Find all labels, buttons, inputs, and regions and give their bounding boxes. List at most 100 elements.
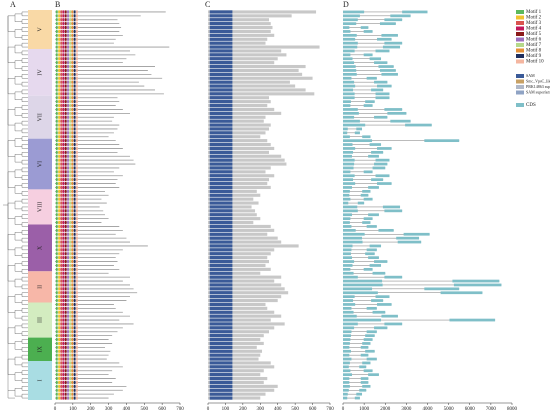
protein-bar [208, 224, 271, 229]
sam-domain [209, 76, 233, 80]
protein-bar [208, 341, 264, 346]
motif [71, 244, 74, 248]
motif [55, 298, 58, 303]
motif [58, 287, 60, 291]
motif [55, 41, 58, 45]
motif [64, 22, 67, 26]
motif [62, 213, 65, 217]
motif [73, 197, 76, 201]
motif [62, 96, 65, 100]
motif [69, 267, 72, 271]
motif [58, 174, 60, 178]
legend-label: SAM superfamily [526, 89, 550, 94]
motif [62, 209, 65, 213]
tree-branch [14, 232, 22, 241]
sam-domain [209, 139, 233, 143]
motif [55, 361, 58, 365]
protein-bar [208, 275, 282, 279]
cds [372, 166, 386, 170]
cds [343, 392, 348, 396]
motif [58, 88, 60, 92]
motif [62, 318, 65, 322]
motif [55, 295, 58, 299]
cds [343, 345, 350, 349]
cds [343, 37, 356, 41]
sam-domain [209, 127, 233, 131]
motif [62, 166, 65, 170]
sam-domain [209, 287, 233, 291]
motif [76, 96, 78, 100]
cds [378, 65, 394, 68]
cds [374, 260, 388, 263]
motif [64, 384, 67, 388]
protein-bar [208, 240, 282, 244]
sam-domain [209, 275, 233, 279]
legend-label: CDS [526, 103, 536, 108]
cds [362, 384, 371, 388]
motif [64, 345, 67, 349]
sam-domain [209, 244, 233, 248]
motif [55, 283, 58, 287]
sam-domain [209, 349, 233, 353]
motif [62, 185, 65, 190]
motif [64, 178, 67, 182]
motif [62, 197, 65, 201]
motif [76, 162, 78, 166]
motif [73, 322, 76, 326]
tree-branch [14, 76, 22, 85]
x-tick-label: 1000 [359, 407, 370, 412]
motif [73, 357, 76, 361]
motif [60, 193, 63, 197]
motif [55, 388, 58, 392]
cds [343, 45, 358, 49]
motif [71, 236, 74, 240]
motif [60, 353, 63, 357]
motif [67, 345, 69, 349]
motif [58, 41, 60, 45]
motif [67, 115, 69, 119]
motif [73, 376, 76, 381]
motif [60, 162, 63, 166]
motif [71, 220, 74, 225]
group-label: IV [37, 69, 43, 76]
cds [343, 88, 354, 92]
motif [69, 96, 72, 100]
protein-bar [208, 298, 278, 303]
motif [76, 349, 78, 353]
protein-bar [208, 396, 261, 400]
motif [71, 154, 74, 158]
motif [58, 146, 60, 151]
cds [343, 232, 365, 236]
motif [67, 100, 69, 104]
protein-bar [208, 150, 269, 154]
cds [343, 65, 356, 68]
tree-branch [7, 46, 15, 63]
motif [76, 302, 78, 307]
motif [58, 380, 60, 385]
sam-domain [209, 209, 233, 213]
motif [76, 33, 78, 37]
motif [64, 224, 67, 229]
protein-bar [208, 49, 282, 53]
protein-bar [208, 267, 271, 271]
motif [58, 29, 60, 34]
motif [64, 131, 67, 135]
motif [71, 248, 74, 252]
motif [64, 76, 67, 80]
motif [76, 396, 78, 400]
motif [76, 45, 78, 49]
motif [64, 88, 67, 92]
motif [67, 154, 69, 158]
motif [69, 123, 72, 127]
motif [60, 57, 63, 61]
motif [69, 334, 72, 338]
motif [69, 205, 72, 209]
motif [71, 349, 74, 353]
sam-domain [209, 302, 233, 307]
motif [67, 228, 69, 232]
motif [64, 330, 67, 334]
motif [55, 111, 58, 115]
cds [343, 228, 356, 232]
motif [71, 259, 74, 264]
motif [73, 283, 76, 287]
